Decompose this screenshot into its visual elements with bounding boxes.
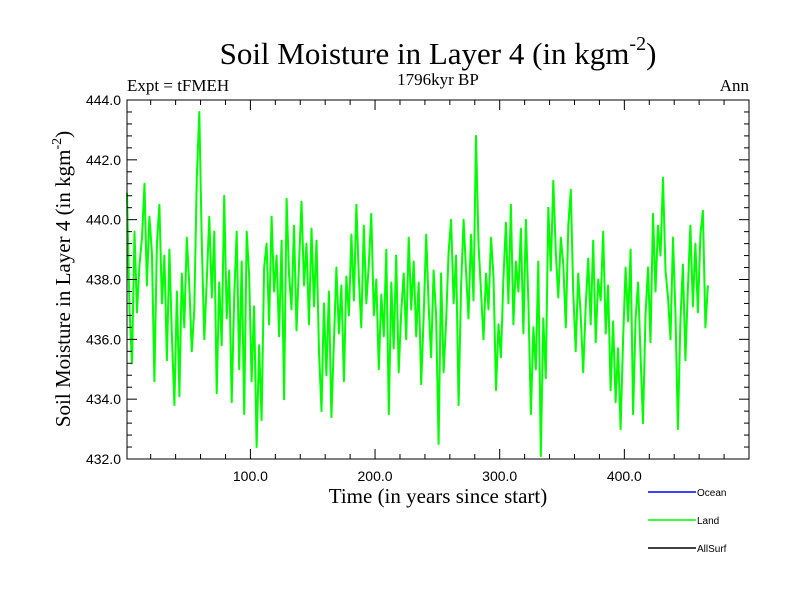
y-tick-label: 442.0 [86,152,121,168]
y-tick-label: 432.0 [86,451,121,467]
y-axis-label-main: Soil Moisture in Layer 4 (in kgm [51,150,75,428]
y-tick-label: 436.0 [86,331,121,347]
legend-label-allsurf: AllSurf [697,544,727,555]
chart-title-superscript: -2 [629,33,646,55]
x-axis-label: Time (in years since start) [329,484,548,508]
x-tick-label: 100.0 [233,468,268,484]
x-tick-label: 300.0 [482,468,517,484]
chart-title-close: ) [646,36,656,71]
season-label: Ann [720,76,750,95]
y-tick-label: 438.0 [86,272,121,288]
y-tick-label: 434.0 [86,391,121,407]
legend-label-ocean: Ocean [697,488,726,499]
chart-title: Soil Moisture in Layer 4 (in kgm-2) [220,33,657,71]
y-axis-label: Soil Moisture in Layer 4 (in kgm-2) [50,131,75,427]
series-line-land [126,111,709,457]
y-tick-label: 440.0 [86,212,121,228]
y-axis-label-superscript: -2 [50,138,65,150]
chart-title-main: Soil Moisture in Layer 4 (in kgm [220,36,630,71]
ticks-group: 100.0 200.0 300.0 400.0 432.0 434.0 436.0 438.0… [86,92,749,484]
legend: Ocean Land AllSurf [648,488,727,555]
series-group [126,111,709,457]
x-tick-label: 400.0 [607,468,642,484]
legend-label-land: Land [697,516,719,527]
y-tick-label: 444.0 [86,92,121,108]
experiment-label: Expt = tFMEH [127,76,229,95]
x-tick-label: 200.0 [358,468,393,484]
y-axis-label-close: ) [51,131,75,138]
chart-subtitle: 1796kyr BP [397,70,479,89]
